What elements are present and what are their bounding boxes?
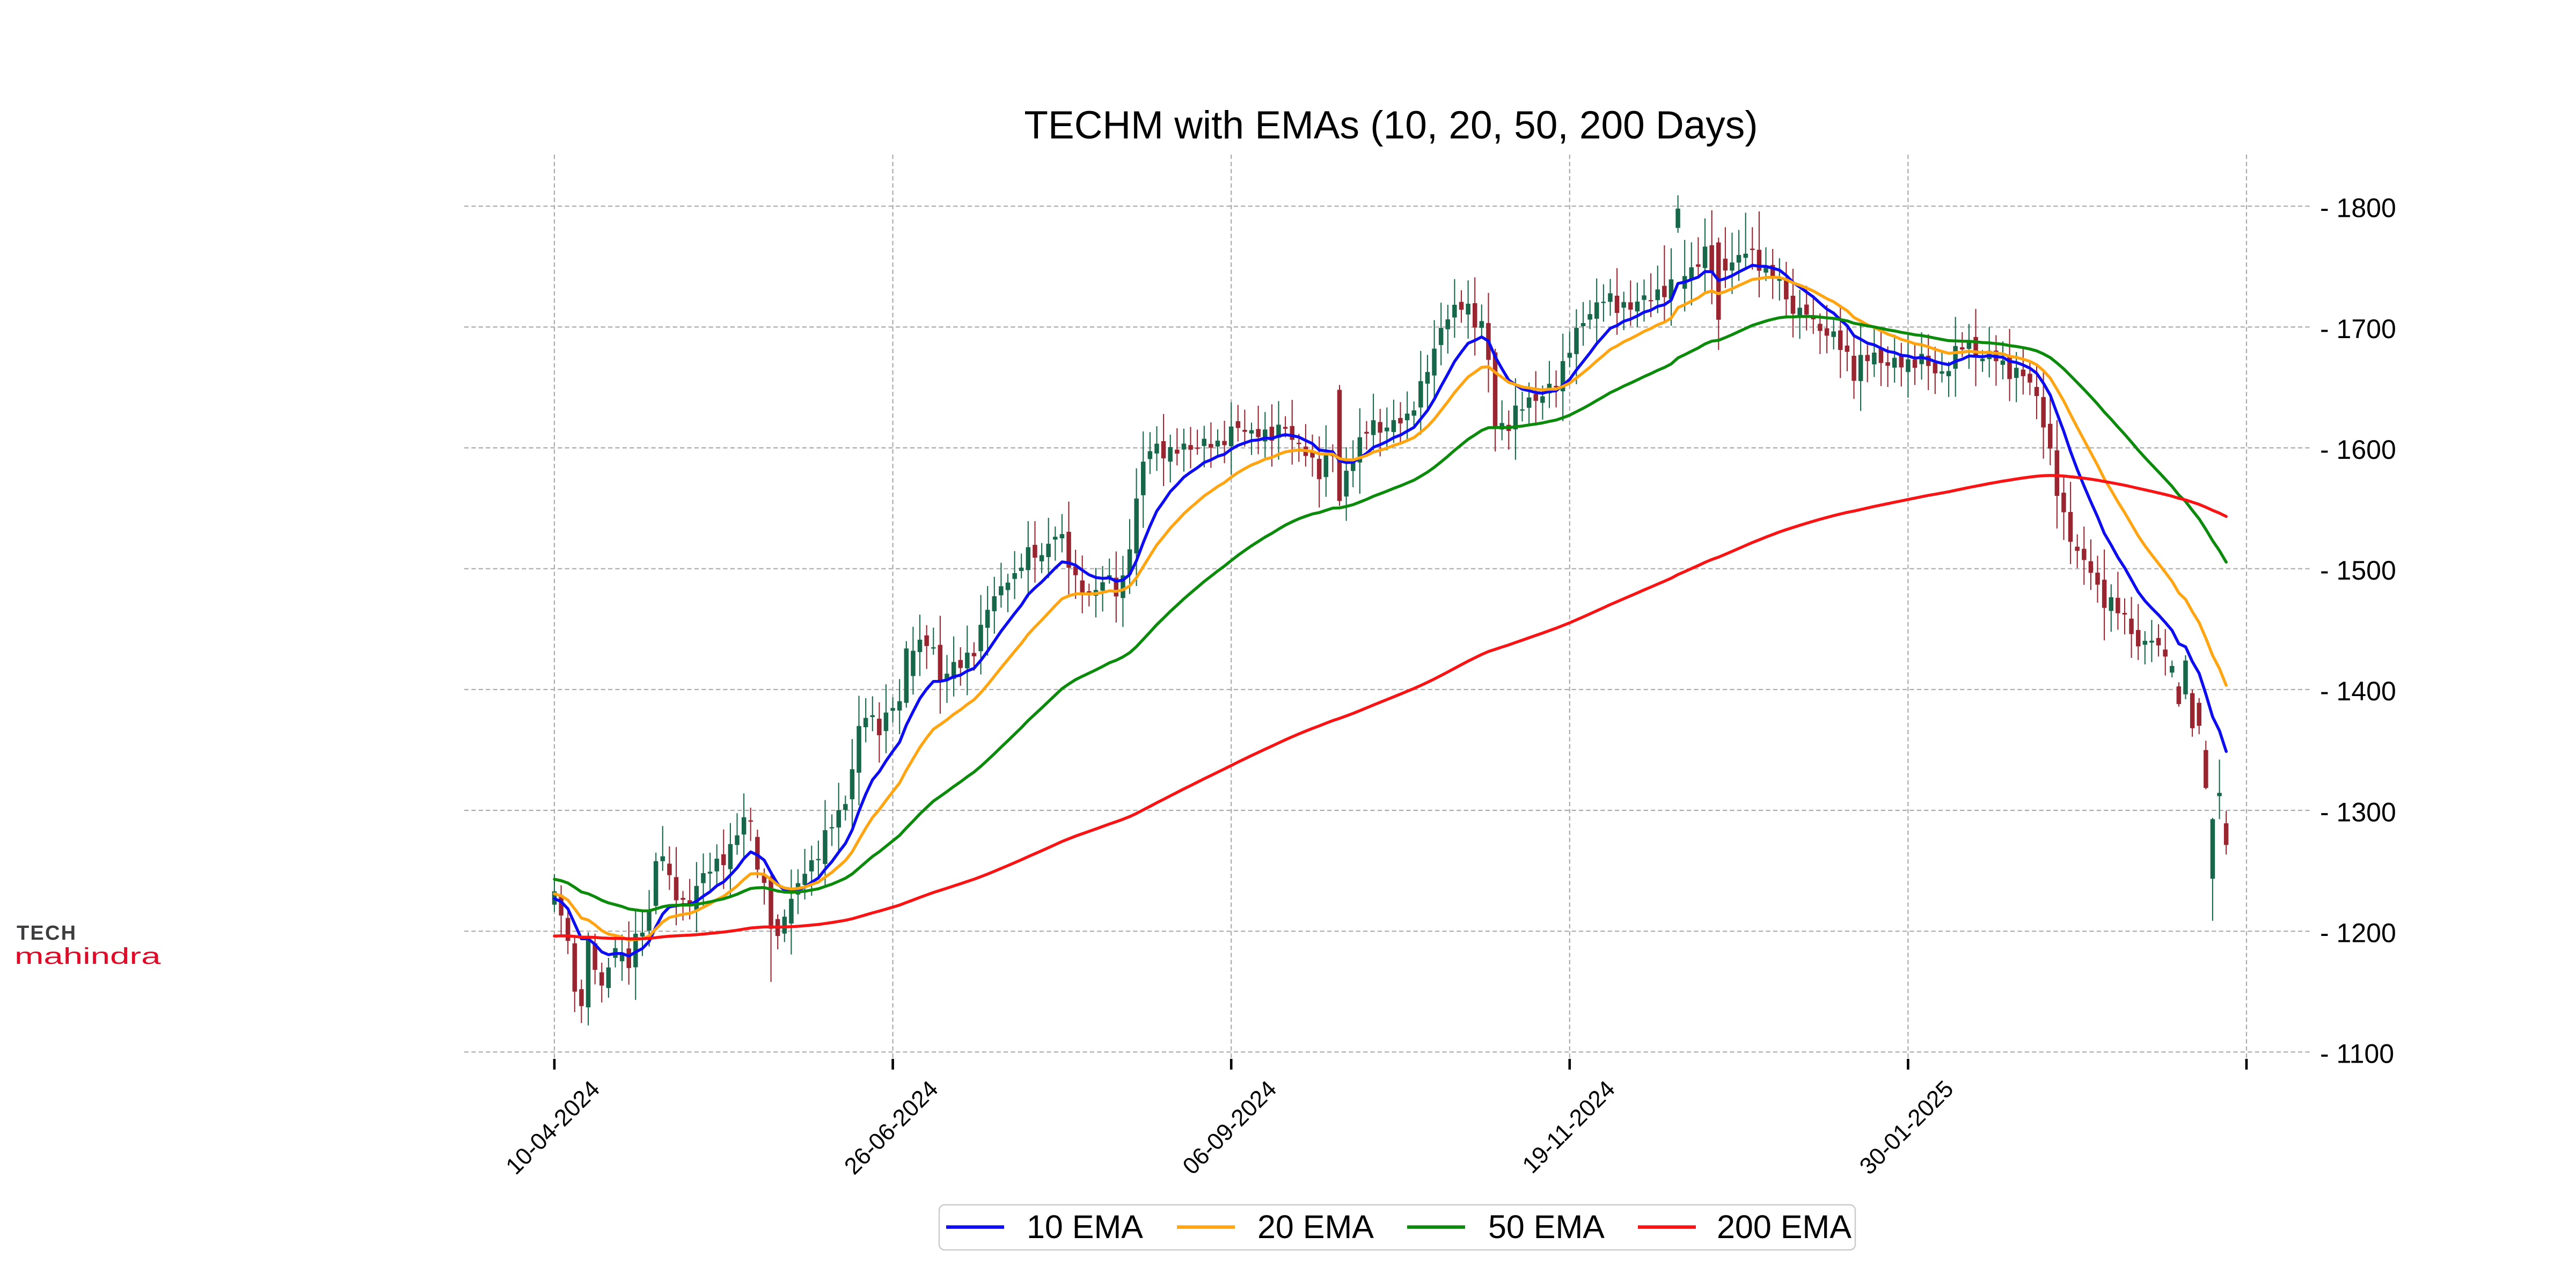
svg-text:TECH: TECH — [17, 922, 77, 945]
svg-text:- 1500: - 1500 — [2320, 555, 2396, 586]
svg-text:200 EMA: 200 EMA — [1717, 1209, 1851, 1245]
svg-text:mahindra: mahindra — [14, 943, 161, 969]
svg-text:- 1200: - 1200 — [2320, 918, 2396, 948]
svg-text:50 EMA: 50 EMA — [1488, 1209, 1605, 1245]
svg-text:- 1300: - 1300 — [2320, 797, 2396, 827]
svg-text:10 EMA: 10 EMA — [1027, 1209, 1143, 1245]
svg-text:- 1600: - 1600 — [2320, 435, 2396, 465]
svg-text:TECHM with EMAs (10, 20, 50, 2: TECHM with EMAs (10, 20, 50, 200 Days) — [1024, 104, 1758, 147]
svg-text:- 1100: - 1100 — [2320, 1039, 2394, 1069]
svg-text:- 1400: - 1400 — [2320, 676, 2396, 706]
svg-text:- 1700: - 1700 — [2320, 314, 2396, 344]
svg-text:- 1800: - 1800 — [2320, 193, 2396, 223]
svg-text:20 EMA: 20 EMA — [1257, 1209, 1374, 1245]
